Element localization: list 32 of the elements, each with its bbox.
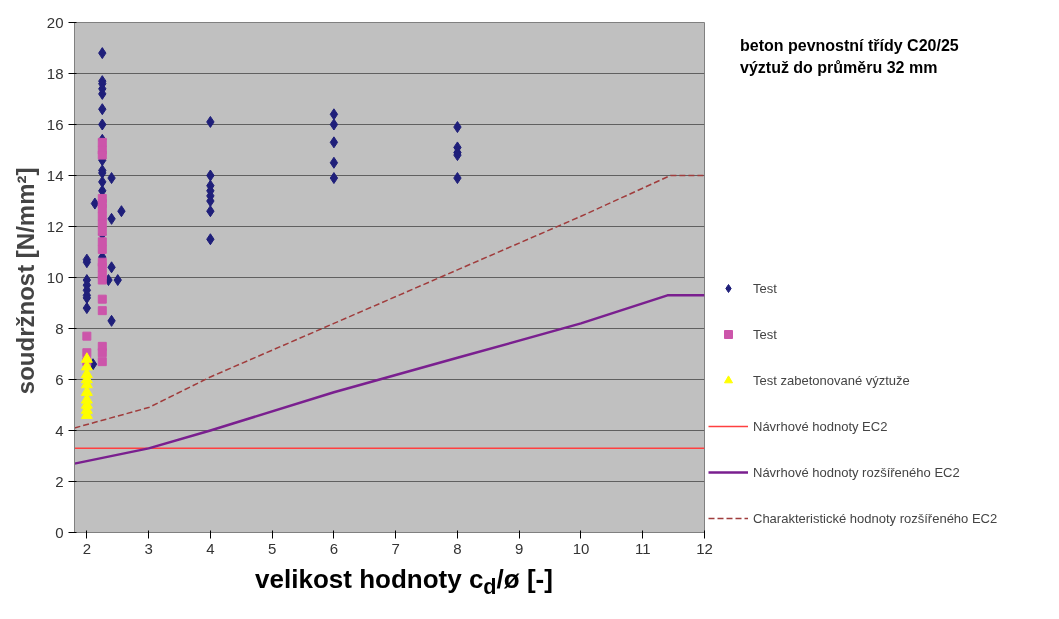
x-tick-label: 5 [267, 539, 277, 557]
y-tick-label: 10 [46, 268, 64, 286]
x-axis-title: velikost hodnoty c$_{d}$/ø [-] [255, 563, 553, 602]
y-tick-label: 2 [55, 472, 64, 490]
x-tick-label: 4 [206, 539, 215, 557]
x-tick-label: 2 [82, 539, 92, 557]
legend-label: Test [753, 326, 777, 342]
legend-label: Charakteristické hodnoty rozšířeného EC2 [753, 510, 998, 526]
x-tick-label: 10 [572, 539, 590, 557]
y-tick-label: 4 [55, 421, 64, 439]
y-tick-label: 16 [46, 115, 64, 133]
y-axis-title: soudržnost [N/mm²] [11, 167, 39, 395]
legend-label: Návrhové hodnoty rozšířeného EC2 [753, 464, 960, 480]
x-tick-label: 9 [515, 539, 524, 557]
legend-label: Návrhové hodnoty EC2 [753, 418, 888, 434]
y-tick-label: 8 [55, 319, 64, 337]
y-tick-label: 14 [46, 166, 64, 184]
x-tick-label: 7 [391, 539, 400, 557]
text: beton pevnostní třídy C20/25 [740, 37, 959, 54]
text: výztuž do průměru 32 mm [740, 59, 938, 76]
y-tick-label: 18 [46, 64, 64, 82]
y-tick-label: 6 [55, 370, 64, 388]
x-tick-label: 3 [144, 539, 153, 557]
x-tick-label: 8 [453, 539, 462, 557]
y-tick-label: 12 [46, 217, 64, 235]
legend-label: Test zabetonované výztuže [753, 372, 910, 388]
y-tick-label: 0 [55, 523, 64, 541]
legend-label: Test [753, 280, 777, 296]
x-tick-label: 6 [329, 539, 339, 557]
y-tick-label: 20 [46, 13, 64, 31]
x-tick-label: 12 [696, 539, 713, 557]
x-tick-label: 11 [634, 539, 651, 557]
